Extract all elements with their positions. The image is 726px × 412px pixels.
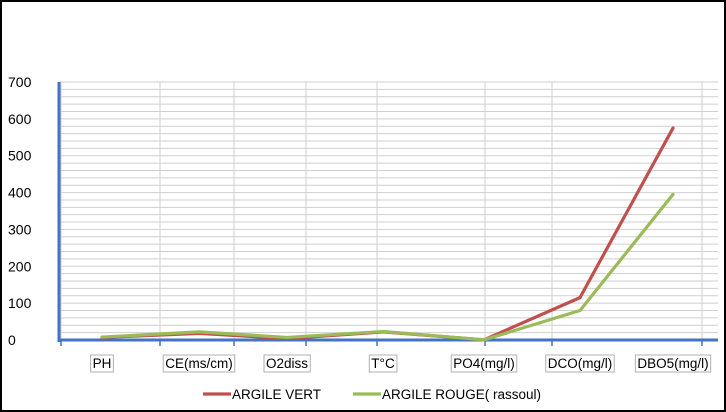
- y-tick-label: 0: [8, 332, 16, 348]
- y-tick-label: 100: [8, 295, 32, 311]
- y-tick-label: 200: [8, 258, 32, 274]
- data-point: [381, 330, 385, 333]
- x-category-box: [545, 354, 615, 373]
- legend-label: ARGILE VERT: [232, 387, 321, 402]
- data-point: [285, 336, 289, 339]
- x-category-label: DBO5(mg/l): [637, 356, 708, 371]
- data-point: [482, 338, 486, 342]
- data-point: [578, 309, 582, 312]
- x-category-label: O2diss: [266, 356, 308, 371]
- data-point: [671, 126, 675, 130]
- legend-label: ARGILE ROUGE( rassoul): [382, 387, 541, 402]
- data-point: [197, 330, 201, 334]
- y-tick-label: 300: [8, 221, 32, 237]
- y-tick-label: 600: [8, 111, 32, 127]
- x-category-box: [162, 354, 236, 373]
- legend: ARGILE VERT ARGILE ROUGE( rassoul): [203, 387, 541, 402]
- grid-lines: [59, 81, 718, 341]
- x-category-box: [368, 354, 398, 373]
- y-tick-label: 700: [8, 74, 32, 90]
- axes: [57, 82, 718, 346]
- series-line: [100, 126, 675, 342]
- x-category-label: T°C: [371, 356, 395, 371]
- x-category-label: CE(ms/cm): [165, 356, 233, 371]
- y-tick-label: 500: [8, 148, 32, 164]
- x-category-label: PH: [93, 356, 112, 371]
- y-tick-labels: 0 100 200 300 400 500 600 700: [8, 74, 32, 348]
- x-category-label: PO4(mg/l): [453, 356, 515, 371]
- x-category-box: [263, 354, 311, 373]
- y-tick-label: 400: [8, 185, 32, 201]
- x-category-box: [634, 354, 712, 373]
- data-point: [100, 335, 104, 339]
- data-point: [578, 296, 582, 300]
- x-category-box: [90, 354, 114, 373]
- x-category-box: [450, 354, 518, 373]
- x-category-labels: PH CE(ms/cm) O2diss T°C PO4(mg/l) DCO(mg/l) DB…: [90, 354, 712, 373]
- data-point: [671, 193, 675, 196]
- series-lines: [100, 126, 675, 342]
- x-category-label: DCO(mg/l): [548, 356, 613, 371]
